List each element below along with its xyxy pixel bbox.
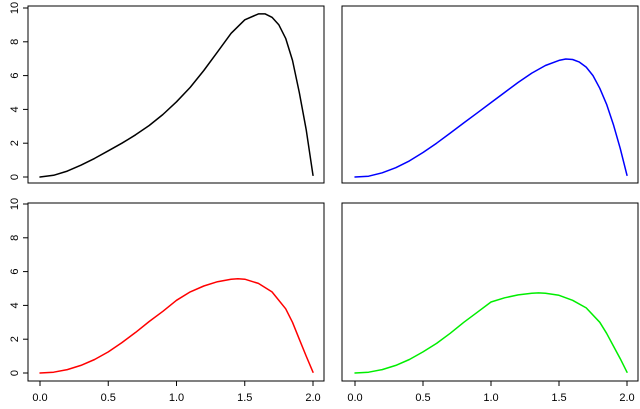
y-tick-label: 10 xyxy=(9,2,21,14)
x-tick-label: 1.0 xyxy=(483,392,498,404)
x-tick-label: 0.0 xyxy=(347,392,362,404)
x-tick-label: 1.5 xyxy=(237,392,252,404)
y-tick-label: 2 xyxy=(9,140,21,146)
panel-3-series-line xyxy=(39,277,314,374)
x-tick-label: 1.0 xyxy=(169,392,184,404)
y-tick-label: 0 xyxy=(9,174,21,180)
x-tick-label: 0.0 xyxy=(32,392,47,404)
panel-1: 0 2 4 6 8 10 xyxy=(9,2,325,184)
panel-3: 0 2 4 6 8 10 0.0 0.5 1.0 1.5 2.0 xyxy=(9,198,325,404)
x-tick-label: 1.5 xyxy=(551,392,566,404)
panel-2 xyxy=(341,5,639,184)
x-tick-label: 2.0 xyxy=(305,392,320,404)
y-tick-label: 10 xyxy=(9,198,21,210)
panel-1-series-line xyxy=(39,13,314,178)
y-tick-label: 4 xyxy=(9,302,21,308)
panel-4-frame xyxy=(341,202,639,382)
y-tick-label: 6 xyxy=(9,269,21,275)
panel-3-frame xyxy=(27,202,325,382)
panel-4-series-line xyxy=(354,292,628,374)
y-tick-label: 0 xyxy=(9,370,21,376)
y-tick-label: 2 xyxy=(9,336,21,342)
panel-2-series-line xyxy=(354,58,628,178)
panel-2-frame xyxy=(341,5,639,184)
panel-4: 0.0 0.5 1.0 1.5 2.0 xyxy=(341,202,639,404)
y-tick-label: 4 xyxy=(9,106,21,112)
y-tick-label: 8 xyxy=(9,39,21,45)
y-tick-label: 6 xyxy=(9,73,21,79)
x-tick-label: 2.0 xyxy=(619,392,634,404)
x-tick-label: 0.5 xyxy=(101,392,116,404)
x-tick-label: 0.5 xyxy=(415,392,430,404)
panel-1-frame xyxy=(27,5,325,184)
y-tick-label: 8 xyxy=(9,235,21,241)
